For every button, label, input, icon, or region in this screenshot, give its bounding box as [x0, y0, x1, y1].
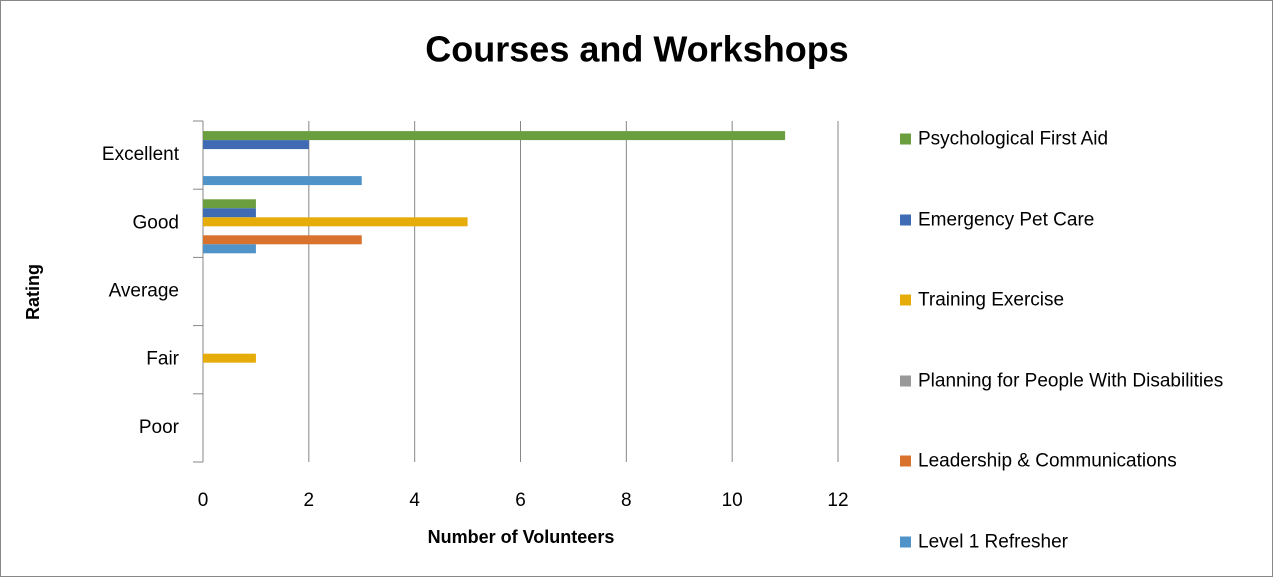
bar [203, 208, 256, 218]
legend-swatch [900, 375, 911, 386]
y-tick-label: Poor [139, 417, 180, 438]
legend-swatch [900, 294, 911, 306]
legend-label: Psychological First Aid [918, 128, 1109, 150]
y-tick-label: Fair [146, 349, 179, 370]
legend-swatch [900, 455, 911, 467]
bar [203, 235, 362, 245]
bar [203, 131, 786, 141]
bar [203, 199, 256, 209]
bar [203, 217, 468, 227]
legend-label: Training Exercise [918, 289, 1065, 311]
y-tick-label: Excellent [102, 144, 180, 165]
bar [203, 176, 362, 186]
bar [203, 244, 256, 254]
legend-swatch [900, 133, 911, 145]
legend-label: Leadership & Communications [918, 450, 1177, 472]
y-tick-label: Average [109, 281, 179, 302]
bar [203, 353, 256, 363]
legend-swatch [900, 214, 911, 225]
legend-label: Emergency Pet Care [918, 209, 1095, 230]
x-tick-label: 10 [722, 490, 743, 511]
legend-swatch [900, 536, 911, 547]
chart-title: Courses and Workshops [425, 29, 848, 70]
legend-label: Level 1 Refresher [918, 531, 1068, 552]
y-axis-label: Rating [23, 264, 43, 320]
x-tick-label: 6 [515, 490, 526, 511]
x-tick-label: 2 [304, 490, 315, 511]
x-tick-label: 4 [409, 490, 420, 511]
legend-label: Planning for People With Disabilities [918, 370, 1224, 391]
bar [203, 140, 309, 150]
x-axis-label: Number of Volunteers [428, 527, 615, 547]
y-tick-label: Good [133, 212, 179, 233]
x-tick-label: 0 [198, 490, 209, 511]
x-tick-label: 8 [621, 490, 632, 511]
x-tick-label: 12 [827, 490, 848, 511]
